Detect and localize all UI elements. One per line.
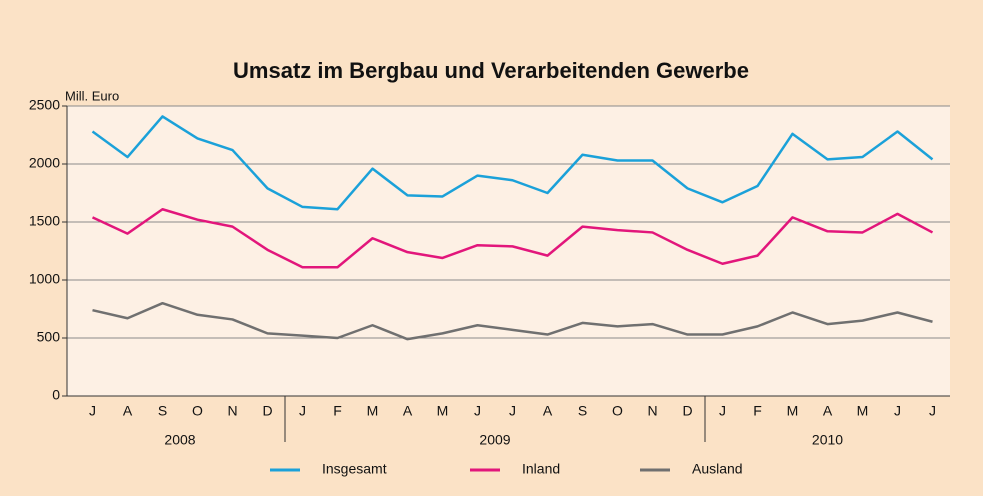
y-tick-label: 2500 xyxy=(29,97,60,113)
x-tick-label: F xyxy=(333,403,342,419)
y-tick-label: 500 xyxy=(37,329,61,345)
y-tick-label: 1000 xyxy=(29,271,60,287)
x-tick-label: J xyxy=(719,403,726,419)
legend-label: Inland xyxy=(522,461,560,477)
chart-title: Umsatz im Bergbau und Verarbeitenden Gew… xyxy=(233,58,749,83)
x-tick-label: J xyxy=(929,403,936,419)
x-tick-label: N xyxy=(227,403,237,419)
x-tick-label: O xyxy=(192,403,203,419)
x-tick-label: M xyxy=(437,403,449,419)
x-tick-label: O xyxy=(612,403,623,419)
year-label: 2010 xyxy=(812,432,843,448)
x-tick-label: M xyxy=(367,403,379,419)
x-tick-label: S xyxy=(578,403,587,419)
x-tick-label: D xyxy=(262,403,272,419)
x-tick-label: M xyxy=(857,403,869,419)
year-label: 2009 xyxy=(479,432,510,448)
x-tick-label: J xyxy=(299,403,306,419)
plot-area xyxy=(67,106,950,396)
y-tick-label: 0 xyxy=(52,387,60,403)
x-tick-label: F xyxy=(753,403,762,419)
x-tick-label: A xyxy=(543,403,553,419)
y-axis-label: Mill. Euro xyxy=(65,88,119,103)
x-tick-label: J xyxy=(509,403,516,419)
x-tick-label: J xyxy=(474,403,481,419)
series-line xyxy=(91,115,934,211)
y-tick-label: 2000 xyxy=(29,155,60,171)
legend-label: Insgesamt xyxy=(322,461,387,477)
x-tick-label: J xyxy=(89,403,96,419)
x-tick-label: A xyxy=(823,403,833,419)
x-tick-label: J xyxy=(894,403,901,419)
x-tick-label: A xyxy=(403,403,413,419)
year-label: 2008 xyxy=(164,432,195,448)
x-tick-label: D xyxy=(682,403,692,419)
series-line xyxy=(92,301,933,341)
y-tick-label: 1500 xyxy=(29,213,60,229)
x-tick-label: A xyxy=(123,403,133,419)
x-tick-label: N xyxy=(647,403,657,419)
x-tick-label: M xyxy=(787,403,799,419)
legend-label: Ausland xyxy=(692,461,743,477)
x-tick-label: S xyxy=(158,403,167,419)
series-line xyxy=(91,207,934,269)
